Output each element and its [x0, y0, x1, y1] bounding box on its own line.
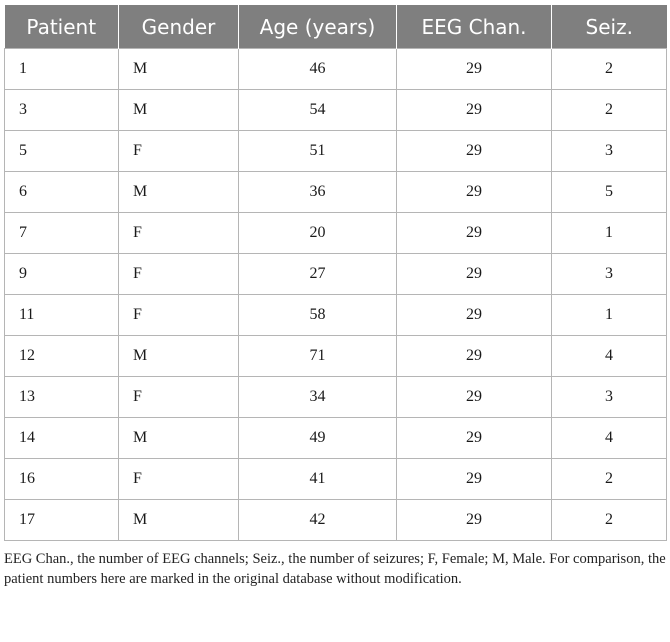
patient-cell: 17: [4, 499, 119, 541]
table-row: 14 M 49 29 4: [4, 417, 667, 459]
eeg-channels-cell: 29: [396, 294, 552, 336]
seizures-cell: 3: [551, 130, 667, 172]
age-cell: 51: [238, 130, 397, 172]
age-cell: 58: [238, 294, 397, 336]
table-row: 12 M 71 29 4: [4, 335, 667, 377]
eeg-channels-cell: 29: [396, 89, 552, 131]
gender-cell: F: [118, 376, 239, 418]
gender-cell: M: [118, 171, 239, 213]
patient-cell: 12: [4, 335, 119, 377]
header-age: Age (years): [238, 5, 397, 49]
patient-cell: 5: [4, 130, 119, 172]
eeg-channels-cell: 29: [396, 499, 552, 541]
seizures-cell: 1: [551, 294, 667, 336]
age-cell: 20: [238, 212, 397, 254]
patient-cell: 3: [4, 89, 119, 131]
age-cell: 34: [238, 376, 397, 418]
patient-cell: 16: [4, 458, 119, 500]
patient-cell: 11: [4, 294, 119, 336]
age-cell: 42: [238, 499, 397, 541]
seizures-cell: 4: [551, 417, 667, 459]
patient-cell: 1: [4, 48, 119, 90]
patient-cell: 6: [4, 171, 119, 213]
seizures-cell: 4: [551, 335, 667, 377]
patient-table-container: Patient Gender Age (years) EEG Chan. Sei…: [4, 5, 667, 589]
table-row: 16 F 41 29 2: [4, 458, 667, 500]
eeg-channels-cell: 29: [396, 48, 552, 90]
patient-cell: 9: [4, 253, 119, 295]
gender-cell: M: [118, 48, 239, 90]
patient-cell: 14: [4, 417, 119, 459]
eeg-channels-cell: 29: [396, 171, 552, 213]
gender-cell: M: [118, 89, 239, 131]
age-cell: 36: [238, 171, 397, 213]
table-row: 17 M 42 29 2: [4, 499, 667, 541]
table-footnote: EEG Chan., the number of EEG channels; S…: [4, 551, 666, 587]
table-row: 6 M 36 29 5: [4, 171, 667, 213]
gender-cell: F: [118, 253, 239, 295]
seizures-cell: 5: [551, 171, 667, 213]
eeg-channels-cell: 29: [396, 417, 552, 459]
gender-cell: F: [118, 294, 239, 336]
header-patient: Patient: [4, 5, 119, 49]
gender-cell: M: [118, 499, 239, 541]
header-gender: Gender: [118, 5, 239, 49]
age-cell: 54: [238, 89, 397, 131]
table-row: 7 F 20 29 1: [4, 212, 667, 254]
patient-table: Patient Gender Age (years) EEG Chan. Sei…: [4, 5, 667, 541]
header-eeg-channels: EEG Chan.: [396, 5, 552, 49]
table-row: 9 F 27 29 3: [4, 253, 667, 295]
gender-cell: F: [118, 130, 239, 172]
seizures-cell: 1: [551, 212, 667, 254]
table-header: Patient Gender Age (years) EEG Chan. Sei…: [4, 5, 667, 49]
seizures-cell: 2: [551, 499, 667, 541]
eeg-channels-cell: 29: [396, 130, 552, 172]
seizures-cell: 3: [551, 253, 667, 295]
gender-cell: M: [118, 417, 239, 459]
age-cell: 46: [238, 48, 397, 90]
age-cell: 27: [238, 253, 397, 295]
age-cell: 41: [238, 458, 397, 500]
gender-cell: F: [118, 458, 239, 500]
table-row: 13 F 34 29 3: [4, 376, 667, 418]
eeg-channels-cell: 29: [396, 458, 552, 500]
gender-cell: M: [118, 335, 239, 377]
age-cell: 71: [238, 335, 397, 377]
header-row: Patient Gender Age (years) EEG Chan. Sei…: [4, 5, 667, 49]
eeg-channels-cell: 29: [396, 253, 552, 295]
header-seizures: Seiz.: [551, 5, 667, 49]
eeg-channels-cell: 29: [396, 212, 552, 254]
seizures-cell: 2: [551, 458, 667, 500]
table-row: 3 M 54 29 2: [4, 89, 667, 131]
table-body: 1 M 46 29 2 3 M 54 29 2 5 F 51 29 3 6 M 36 29 5 7 F 20 29 1 9 F 27 2…: [4, 48, 667, 541]
seizures-cell: 2: [551, 48, 667, 90]
table-row: 5 F 51 29 3: [4, 130, 667, 172]
table-row: 1 M 46 29 2: [4, 48, 667, 90]
eeg-channels-cell: 29: [396, 335, 552, 377]
seizures-cell: 3: [551, 376, 667, 418]
seizures-cell: 2: [551, 89, 667, 131]
table-row: 11 F 58 29 1: [4, 294, 667, 336]
patient-cell: 13: [4, 376, 119, 418]
patient-cell: 7: [4, 212, 119, 254]
eeg-channels-cell: 29: [396, 376, 552, 418]
gender-cell: F: [118, 212, 239, 254]
age-cell: 49: [238, 417, 397, 459]
